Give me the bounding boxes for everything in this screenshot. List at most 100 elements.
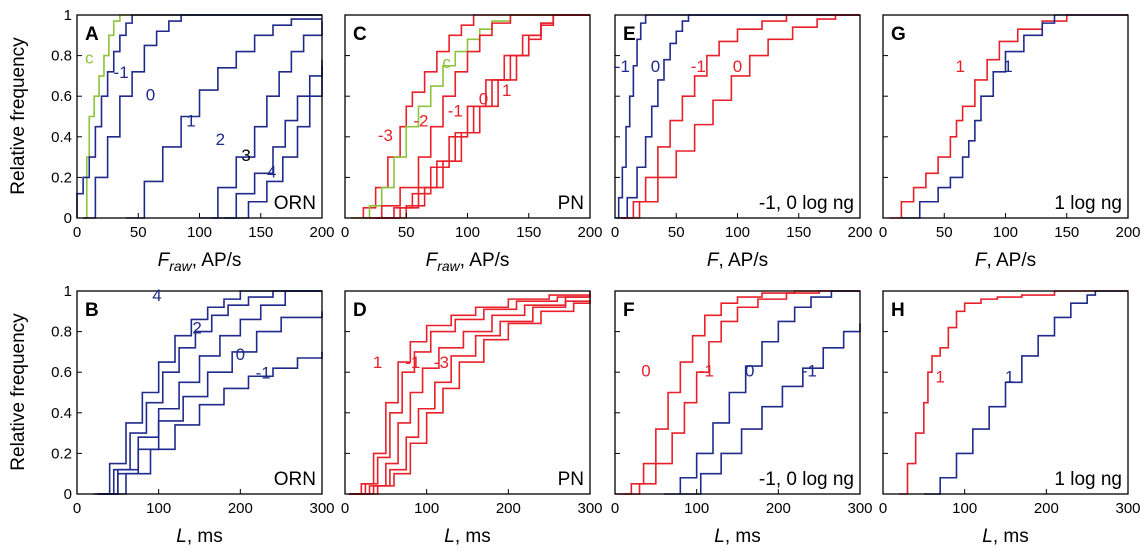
y-tick-label: 0.6 [51, 364, 72, 381]
x-tick-label: 0 [73, 500, 81, 517]
series-line [97, 291, 322, 494]
x-tick-label: 100 [455, 224, 480, 241]
x-tick-label: 200 [1034, 500, 1059, 517]
y-tick-label: 0.2 [51, 445, 72, 462]
curve-label: 1 [1005, 367, 1014, 386]
x-tick-label: 150 [786, 224, 811, 241]
x-tick-label: 100 [187, 224, 212, 241]
curve-label: 1 [1003, 57, 1012, 76]
curve-label: 0 [641, 361, 650, 380]
x-axis-label: L, ms [444, 526, 490, 547]
y-tick-label: 1 [64, 283, 72, 300]
x-tick-label: 50 [130, 224, 147, 241]
panel-letter: A [85, 24, 99, 45]
curve-label: 4 [152, 286, 161, 305]
series-line [621, 15, 860, 218]
curve-label: -1 [114, 63, 129, 82]
curve-label: -1 [802, 361, 817, 380]
condition-label: -1, 0 log ng [759, 469, 854, 490]
x-tick-label: 100 [952, 500, 977, 517]
panel-letter: G [891, 24, 906, 45]
curve-label: -1 [405, 353, 420, 372]
x-axis-label: F, AP/s [975, 250, 1036, 271]
curve-label: c [442, 53, 451, 72]
x-axis-label: F, AP/s [707, 250, 768, 271]
condition-label: ORN [274, 193, 316, 214]
series-line [924, 291, 1128, 494]
curve-label: -1 [448, 102, 463, 121]
x-tick-label: 200 [577, 224, 602, 241]
x-tick-label: 100 [993, 224, 1018, 241]
curve-label: -3 [378, 126, 393, 145]
condition-label: -1, 0 log ng [759, 193, 854, 214]
panel-d: 0 100 200 300DPN1 -1 -3L, ms [341, 291, 603, 547]
curve-label: 1 [186, 112, 195, 131]
x-tick-label: 200 [228, 500, 253, 517]
x-tick-label: 200 [766, 500, 791, 517]
curve-label: 1 [373, 353, 382, 372]
series-line [97, 291, 322, 494]
x-tick-label: 150 [1054, 224, 1079, 241]
curve-label: 0 [733, 57, 742, 76]
curve-label: c [85, 49, 94, 68]
x-tick-label: 100 [684, 500, 709, 517]
y-tick-label: 0.2 [51, 169, 72, 186]
y-tick-label: 0 [64, 210, 72, 227]
condition-label: ORN [274, 469, 316, 490]
y-tick-label: 0 [64, 486, 72, 503]
series-line [200, 21, 323, 218]
curve-label: 0 [745, 361, 754, 380]
x-tick-label: 300 [309, 500, 334, 517]
x-tick-label: 100 [725, 224, 750, 241]
y-tick-label: 0.4 [51, 129, 72, 146]
curve-label: 0 [651, 57, 660, 76]
series-line [83, 15, 322, 218]
y-axis-label-bottom: Relative frequency [8, 313, 29, 471]
curve-label: 1 [502, 81, 511, 100]
x-tick-label: 150 [516, 224, 541, 241]
x-axis-label: L, ms [176, 526, 222, 547]
series-line [349, 295, 590, 494]
series-line [621, 15, 860, 218]
x-tick-label: 0 [879, 500, 887, 517]
curve-label: 0 [479, 89, 488, 108]
curve-label: 4 [267, 162, 276, 181]
series-line [899, 291, 1128, 494]
x-tick-label: 300 [577, 500, 602, 517]
x-axis-label: Fraw, AP/s [158, 250, 242, 274]
x-axis-label: Fraw, AP/s [426, 250, 510, 274]
y-tick-label: 0.6 [51, 88, 72, 105]
x-axis-label: L, ms [714, 526, 760, 547]
y-tick-label: 0.8 [51, 324, 72, 341]
series-line [889, 15, 1128, 218]
x-tick-label: 300 [847, 500, 872, 517]
panel-f: 0 100 200 300 F -1, 0 log ng 0 -1 0 -1 L, ms [611, 291, 873, 547]
curve-label: 0 [146, 85, 155, 104]
series-line [97, 311, 322, 494]
x-tick-label: 50 [936, 224, 953, 241]
x-tick-label: 200 [1115, 224, 1140, 241]
panel-letter: F [623, 300, 635, 321]
y-tick-label: 0.4 [51, 405, 72, 422]
panel-g: 0 50 100 150 200 G 1 log ng 1 1 F, AP/s [879, 15, 1141, 271]
x-tick-label: 50 [398, 224, 415, 241]
x-tick-label: 0 [879, 224, 887, 241]
curve-label: -1 [699, 361, 714, 380]
series-line [901, 15, 1128, 218]
axes-frame [345, 291, 590, 494]
curve-label: -1 [691, 57, 706, 76]
curve-label: -1 [256, 363, 271, 382]
panel-letter: B [85, 300, 99, 321]
y-tick-label: 1 [64, 7, 72, 24]
x-tick-label: 0 [611, 500, 619, 517]
y-axis-label-top: Relative frequency [8, 37, 29, 195]
series-line [664, 291, 860, 494]
curve-label: 1 [955, 57, 964, 76]
condition-label: PN [558, 193, 584, 214]
x-tick-label: 0 [341, 500, 349, 517]
curve-label: -3 [434, 353, 449, 372]
curve-label: 0 [236, 345, 245, 364]
x-tick-label: 0 [341, 224, 349, 241]
